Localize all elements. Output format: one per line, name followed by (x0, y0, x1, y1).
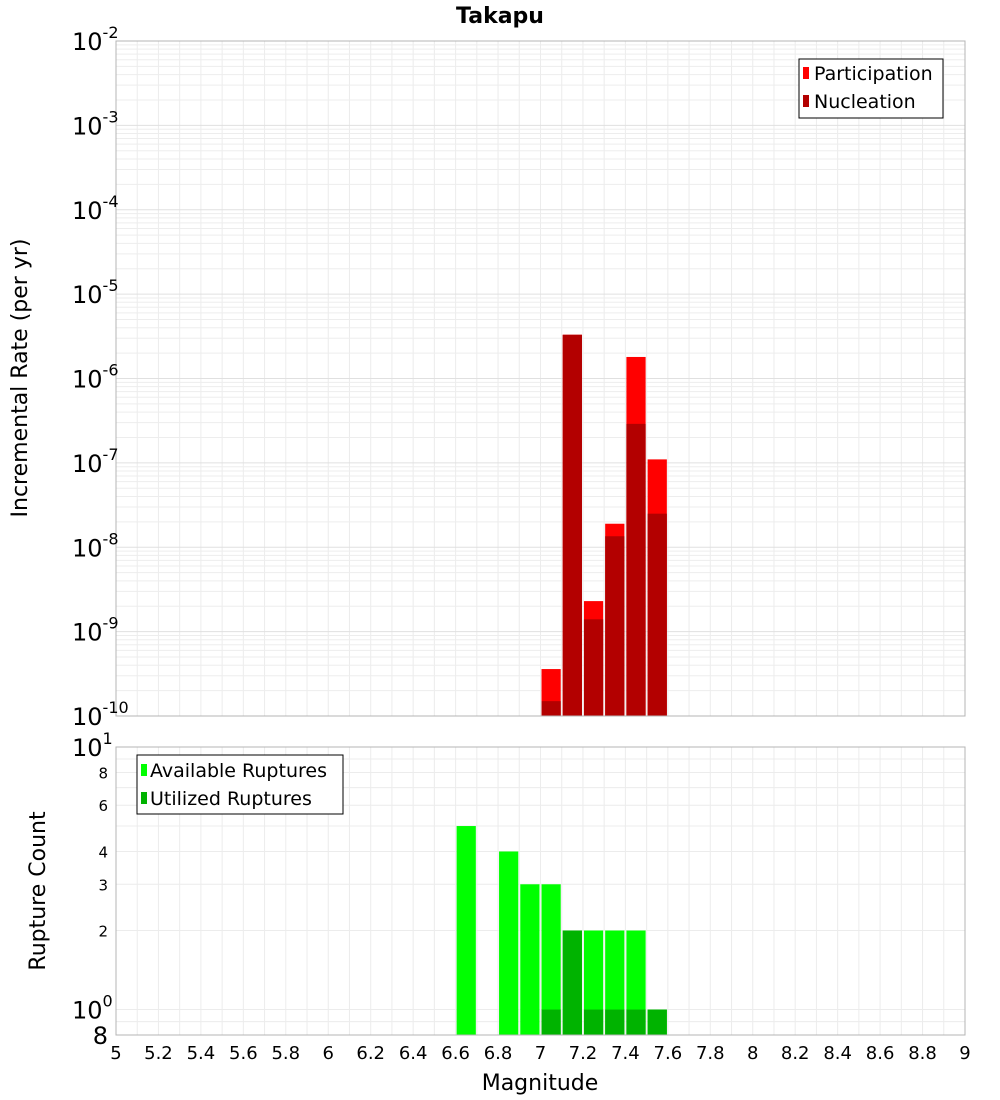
x-ticks: 5 5.2 5.4 5.6 5.8 6 6.2 6.4 6.6 6.8 7 7.2 7.4 7.6 7.8 8… (110, 1043, 970, 1064)
x-tick-label: 5.4 (187, 1043, 216, 1064)
legend-swatch-utilized (141, 792, 147, 804)
x-tick-label: 6 (323, 1043, 334, 1064)
bottom-bar-b-2 (583, 1009, 604, 1035)
x-axis-title: Magnitude (482, 1071, 599, 1096)
legend-label-participation: Participation (814, 63, 933, 85)
bottom-y-tick-label: 4 (98, 843, 108, 861)
legend-label-nucleation: Nucleation (814, 91, 916, 113)
top-bar-b-2 (583, 619, 604, 716)
x-tick-label: 5.6 (229, 1043, 258, 1064)
bottom-y-tick-label: 2 (98, 923, 108, 941)
bottom-grid (115, 746, 966, 1036)
top-y-tick-label: 10-9 (72, 614, 119, 647)
top-y-tick-label: 10-5 (72, 276, 119, 309)
bottom-y-axis-title: Rupture Count (26, 811, 51, 971)
top-y-tick-label: 10-6 (72, 361, 119, 394)
top-y-tick-label: 10-8 (72, 529, 119, 562)
x-tick-label: 5.2 (144, 1043, 173, 1064)
bottom-legend: Available Ruptures Utilized Ruptures (136, 754, 344, 815)
chart-title: Takapu (456, 4, 544, 29)
x-tick-label: 8.6 (866, 1043, 895, 1064)
top-bar-b-3 (605, 536, 625, 716)
x-tick-label: 7.4 (611, 1043, 640, 1064)
top-bar-b-5 (647, 513, 667, 716)
legend-swatch-nucleation (803, 95, 809, 107)
x-tick-label: 8.8 (908, 1043, 937, 1064)
bottom-bar-a-2 (520, 884, 540, 1035)
x-tick-label: 8.4 (823, 1043, 852, 1064)
x-tick-label: 5 (110, 1043, 121, 1064)
bottom-y-tick-label: 6 (98, 797, 108, 815)
x-tick-label: 7 (535, 1043, 546, 1064)
top-y-ticks: 10-10 10-9 10-8 10-7 10-6 10-5 10-4 10-3 10-2 (72, 23, 129, 731)
bottom-bar-b-4 (626, 1009, 646, 1035)
top-y-tick-label: 10-2 (72, 23, 119, 56)
x-tick-label: 7.8 (696, 1043, 725, 1064)
top-bars (541, 334, 667, 716)
top-y-tick-label: 10-7 (72, 445, 119, 478)
x-tick-label: 6.8 (484, 1043, 513, 1064)
bottom-bar-a-1 (499, 851, 519, 1035)
x-tick-label: 7.2 (569, 1043, 598, 1064)
x-tick-label: 9 (959, 1043, 970, 1064)
x-tick-label: 5.8 (271, 1043, 300, 1064)
top-bar-b-1 (562, 334, 582, 716)
legend-swatch-participation (803, 67, 809, 79)
legend-label-utilized: Utilized Ruptures (150, 788, 312, 810)
legend-label-available: Available Ruptures (150, 760, 327, 782)
bottom-bar-a-5 (583, 930, 604, 1035)
top-grid (115, 41, 966, 717)
bottom-bar-a-7 (626, 930, 646, 1035)
x-tick-label: 8.2 (781, 1043, 810, 1064)
x-tick-label: 7.6 (654, 1043, 683, 1064)
bottom-y-tick-label: 3 (98, 876, 108, 894)
bottom-y-tick-label: 100 (72, 992, 113, 1025)
legend-swatch-available (141, 764, 147, 776)
x-tick-label: 6.4 (399, 1043, 428, 1064)
x-tick-label: 8 (747, 1043, 758, 1064)
bottom-bars (456, 826, 667, 1035)
bottom-y-tick-label: 101 (72, 729, 113, 762)
bottom-plot-border (115, 746, 966, 1036)
bottom-y-tick-label: 8 (98, 764, 108, 782)
bottom-bar-b-3 (605, 1009, 625, 1035)
bottom-bar-a-6 (605, 930, 625, 1035)
top-y-tick-label: 10-3 (72, 107, 119, 140)
bottom-bar-a-3 (541, 884, 561, 1035)
top-y-axis-title: Incremental Rate (per yr) (8, 239, 33, 518)
bottom-bar-a-0 (456, 826, 476, 1035)
bottom-y-tick-label: 8 (93, 1022, 108, 1050)
top-bar-b-4 (626, 423, 646, 716)
top-y-tick-label: 10-10 (72, 698, 129, 731)
top-plot-border (115, 40, 966, 717)
top-bar-b-0 (541, 701, 561, 716)
bottom-bar-b-5 (647, 1009, 667, 1035)
top-legend: Participation Nucleation (798, 58, 944, 119)
x-tick-label: 6.2 (356, 1043, 385, 1064)
bottom-bar-b-1 (562, 930, 582, 1035)
top-y-tick-label: 10-4 (72, 192, 119, 225)
bottom-bar-b-0 (541, 1009, 561, 1035)
x-tick-label: 6.6 (441, 1043, 470, 1064)
